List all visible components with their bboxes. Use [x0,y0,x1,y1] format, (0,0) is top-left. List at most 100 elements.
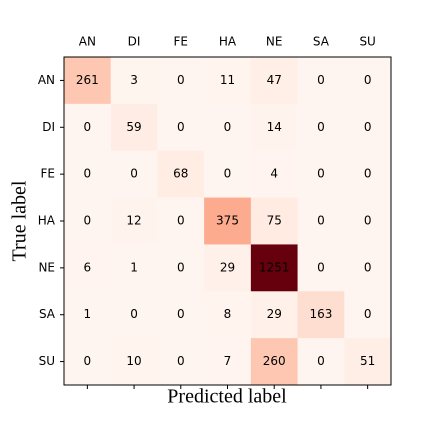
y-tick-label: SA [39,307,56,321]
cell [157,57,205,105]
x-tick-label: NE [266,35,283,49]
cell [344,338,392,386]
cell [110,150,158,199]
cell [204,338,252,386]
cell [110,57,158,105]
cell [250,197,299,245]
cell [344,244,392,292]
cell-label: 375 [216,214,239,228]
cell-label: 0 [364,167,372,181]
x-tick-label: SU [359,35,375,49]
cell [64,197,112,245]
y-axis-label: True label [9,180,31,261]
cell-label: 6 [84,260,92,274]
cell [297,150,345,199]
cell [204,103,252,152]
cell [297,103,345,152]
cell [297,57,345,105]
cell-label: 0 [317,354,325,368]
cell [344,150,392,199]
cell-label: 0 [84,120,92,134]
cell-label: 0 [177,214,185,228]
cell-label: 8 [224,307,232,321]
cell [250,338,299,386]
cell [250,244,299,292]
cell-label: 29 [220,260,235,274]
cell-label: 0 [364,214,372,228]
cell [344,103,392,152]
cell-label: 3 [130,73,138,87]
cell-label: 0 [364,120,372,134]
cell-label: 0 [317,167,325,181]
cell [204,197,252,245]
cell [110,103,158,152]
cell [64,103,112,152]
cell [157,197,205,245]
cell [344,197,392,245]
cell [157,150,205,199]
cell-label: 0 [84,214,92,228]
cell-label: 0 [317,73,325,87]
y-tick-label: FE [41,167,55,181]
x-tick-label: DI [128,35,141,49]
cell [64,150,112,199]
cell-label: 0 [317,260,325,274]
cell [157,103,205,152]
cell-label: 0 [364,260,372,274]
cell [110,338,158,386]
x-tick-label: AN [79,35,96,49]
cell-label: 0 [177,307,185,321]
cell-label: 1 [84,307,92,321]
cell-label: 12 [126,214,141,228]
x-tick-label: FE [174,35,188,49]
cell-label: 59 [126,120,141,134]
y-tick-label: HA [38,214,56,228]
cell-label: 261 [76,73,99,87]
cell-label: 0 [177,354,185,368]
cell [204,150,252,199]
cell [64,57,112,105]
cell-label: 7 [224,354,232,368]
cell [250,103,299,152]
cell [344,57,392,105]
cell [157,244,205,292]
cell-label: 0 [224,120,232,134]
x-tick-label: SA [313,35,330,49]
cell-label: 0 [177,73,185,87]
cell [157,291,205,339]
cell-label: 1251 [259,260,290,274]
cell [297,197,345,245]
cell-label: 4 [270,167,278,181]
cell-label: 0 [130,307,138,321]
cell-label: 0 [177,260,185,274]
cell-label: 0 [317,214,325,228]
y-tick-label: NE [38,260,55,274]
cell-label: 51 [360,354,375,368]
x-axis-label: Predicted label [167,386,287,408]
cell-label: 1 [130,260,138,274]
cell-label: 260 [263,354,286,368]
cell-label: 0 [317,120,325,134]
cell [344,291,392,339]
cell-label: 0 [130,167,138,181]
cell [204,57,252,105]
cell [64,244,112,292]
cell-label: 75 [267,214,282,228]
cell-label: 0 [84,354,92,368]
y-tick-label: SU [39,354,55,368]
y-tick-label: DI [42,120,55,134]
cell-label: 47 [267,73,282,87]
cell [110,291,158,339]
cell [297,244,345,292]
cell [110,197,158,245]
cell [297,291,345,339]
cell-label: 29 [267,307,282,321]
cell [297,338,345,386]
cell-label: 0 [364,73,372,87]
cell [157,338,205,386]
cell-label: 163 [309,307,332,321]
cell [64,291,112,339]
cell [204,244,252,292]
cell-label: 10 [126,354,141,368]
